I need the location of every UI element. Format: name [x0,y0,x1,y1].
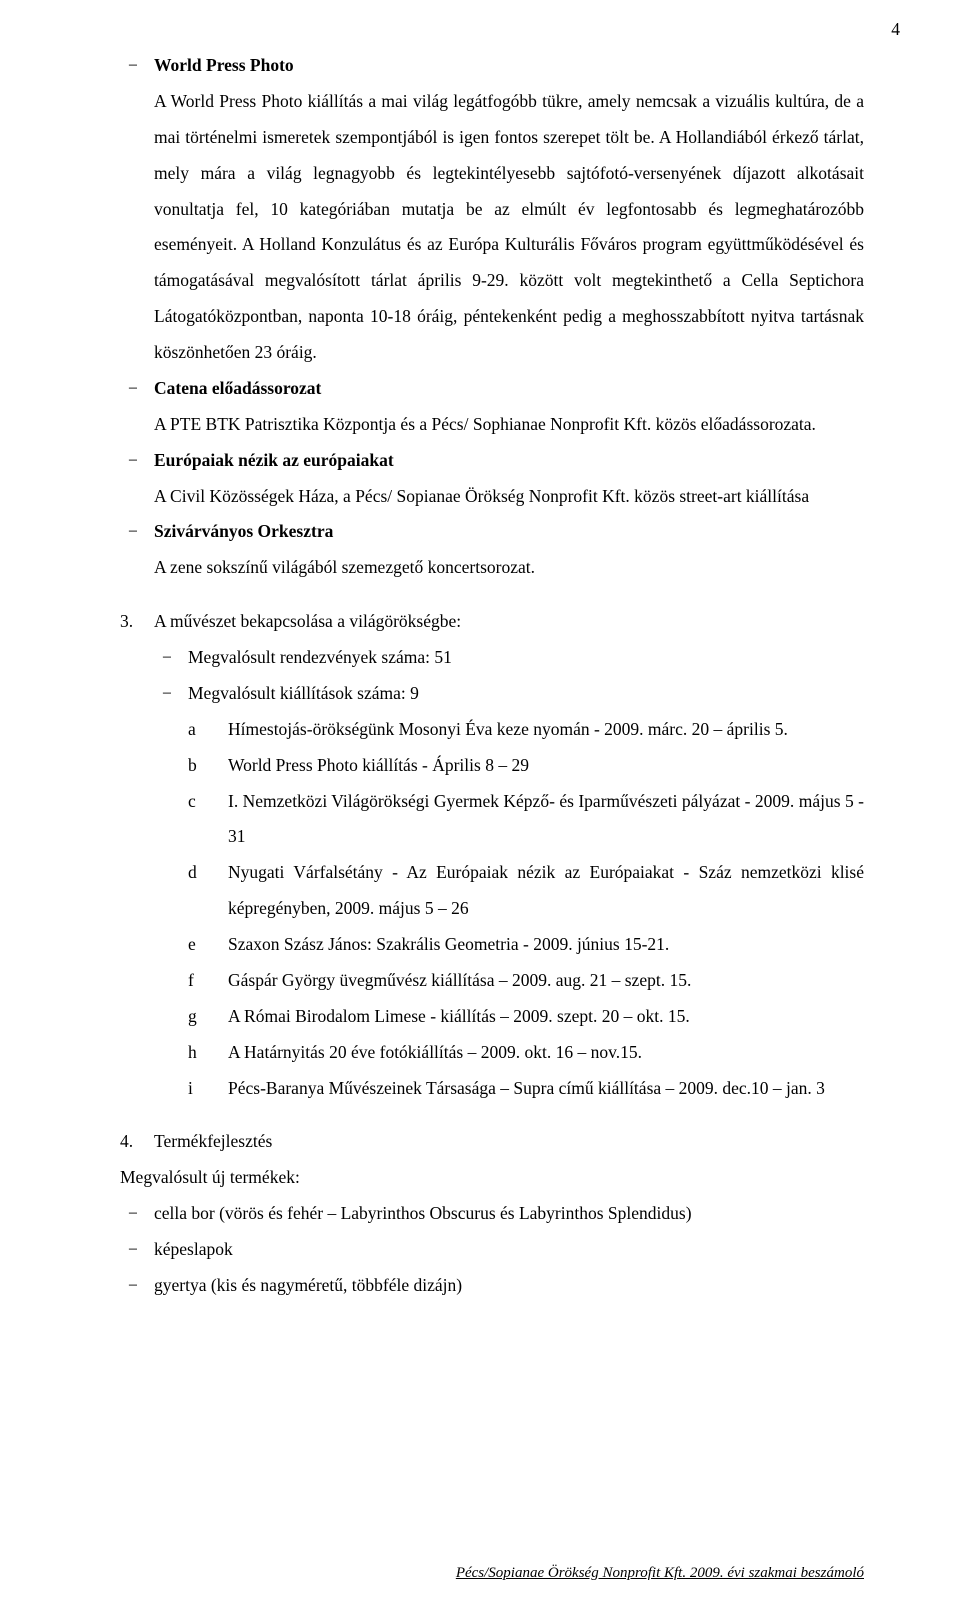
item-title: Szivárványos Orkesztra [154,521,333,541]
letter-text: A Határnyitás 20 éve fotókiállítás – 200… [228,1042,642,1062]
section4-items: cella bor (vörös és fehér – Labyrinthos … [120,1196,864,1304]
section-title: A művészet bekapcsolása a világörökségbe… [154,611,461,631]
product-text: képeslapok [154,1239,233,1259]
count-text: Megvalósult rendezvények száma: 51 [188,647,452,667]
letter-text: I. Nemzetközi Világörökségi Gyermek Képz… [228,791,864,847]
letter-item: f Gáspár György üvegművész kiállítása – 2… [188,963,864,999]
letter-item: d Nyugati Várfalsétány - Az Európaiak néz… [188,855,864,927]
product-text: gyertya (kis és nagyméretű, többféle diz… [154,1275,462,1295]
product-item: képeslapok [120,1232,864,1268]
item-title: Catena előadássorozat [154,378,321,398]
letter-item: e Szaxon Szász János: Szakrális Geometria… [188,927,864,963]
numbered-sections: 3. A művészet bekapcsolása a világöröksé… [120,604,864,1304]
letter-marker: h [188,1035,197,1071]
page-number: 4 [891,12,900,48]
count-line: Megvalósult rendezvények száma: 51 [154,640,864,676]
letter-marker: i [188,1071,193,1107]
letter-item: b World Press Photo kiállítás - Április 8… [188,748,864,784]
letter-item: h A Határnyitás 20 éve fotókiállítás – 20… [188,1035,864,1071]
letter-item: g A Római Birodalom Limese - kiállítás – … [188,999,864,1035]
letter-marker: a [188,712,196,748]
list-item: Európaiak nézik az európaiakat A Civil K… [120,443,864,515]
product-item: cella bor (vörös és fehér – Labyrinthos … [120,1196,864,1232]
letter-text: Hímestojás-örökségünk Mosonyi Éva keze n… [228,719,788,739]
item-title: World Press Photo [154,55,294,75]
letter-text: Gáspár György üvegművész kiállítása – 20… [228,970,691,990]
letter-item: a Hímestojás-örökségünk Mosonyi Éva keze … [188,712,864,748]
item-title: Európaiak nézik az európaiakat [154,450,394,470]
section-title: Termékfejlesztés [154,1131,272,1151]
letter-marker: c [188,784,196,820]
product-item: gyertya (kis és nagyméretű, többféle diz… [120,1268,864,1304]
section-4: 4. Termékfejlesztés Megvalósult új termé… [120,1124,864,1303]
letter-list: a Hímestojás-örökségünk Mosonyi Éva keze … [188,712,864,1107]
letter-text: Nyugati Várfalsétány - Az Európaiak nézi… [228,862,864,918]
list-item: World Press Photo A World Press Photo ki… [120,48,864,371]
letter-marker: b [188,748,197,784]
item-body: A World Press Photo kiállítás a mai vilá… [154,84,864,371]
section-3: 3. A művészet bekapcsolása a világöröksé… [120,604,864,1106]
list-item: Szivárványos Orkesztra A zene sokszínű v… [120,514,864,586]
section-marker: 4. [120,1124,133,1160]
section4-intro: Megvalósult új termékek: [120,1160,864,1196]
count-line: Megvalósult kiállítások száma: 9 a Hímest… [154,676,864,1107]
letter-item: c I. Nemzetközi Világörökségi Gyermek Kép… [188,784,864,856]
letter-marker: g [188,999,197,1035]
letter-item: i Pécs-Baranya Művészeinek Társasága – Su… [188,1071,864,1107]
item-body: A zene sokszínű világából szemezgető kon… [154,550,864,586]
item-body: A PTE BTK Patrisztika Központja és a Péc… [154,407,864,443]
section-marker: 3. [120,604,133,640]
product-text: cella bor (vörös és fehér – Labyrinthos … [154,1203,692,1223]
letter-marker: e [188,927,196,963]
letter-marker: d [188,855,197,891]
letter-text: World Press Photo kiállítás - Április 8 … [228,755,529,775]
letter-marker: f [188,963,194,999]
count-text: Megvalósult kiállítások száma: 9 [188,683,419,703]
letter-text: Szaxon Szász János: Szakrális Geometria … [228,934,669,954]
list-item: Catena előadássorozat A PTE BTK Patriszt… [120,371,864,443]
letter-text: A Római Birodalom Limese - kiállítás – 2… [228,1006,690,1026]
letter-text: Pécs-Baranya Művészeinek Társasága – Sup… [228,1078,825,1098]
top-bullet-list: World Press Photo A World Press Photo ki… [120,48,864,586]
item-body: A Civil Közösségek Háza, a Pécs/ Sopiana… [154,479,864,515]
section3-counts: Megvalósult rendezvények száma: 51 Megva… [154,640,864,1106]
page-footer: Pécs/Sopianae Örökség Nonprofit Kft. 200… [456,1558,864,1589]
